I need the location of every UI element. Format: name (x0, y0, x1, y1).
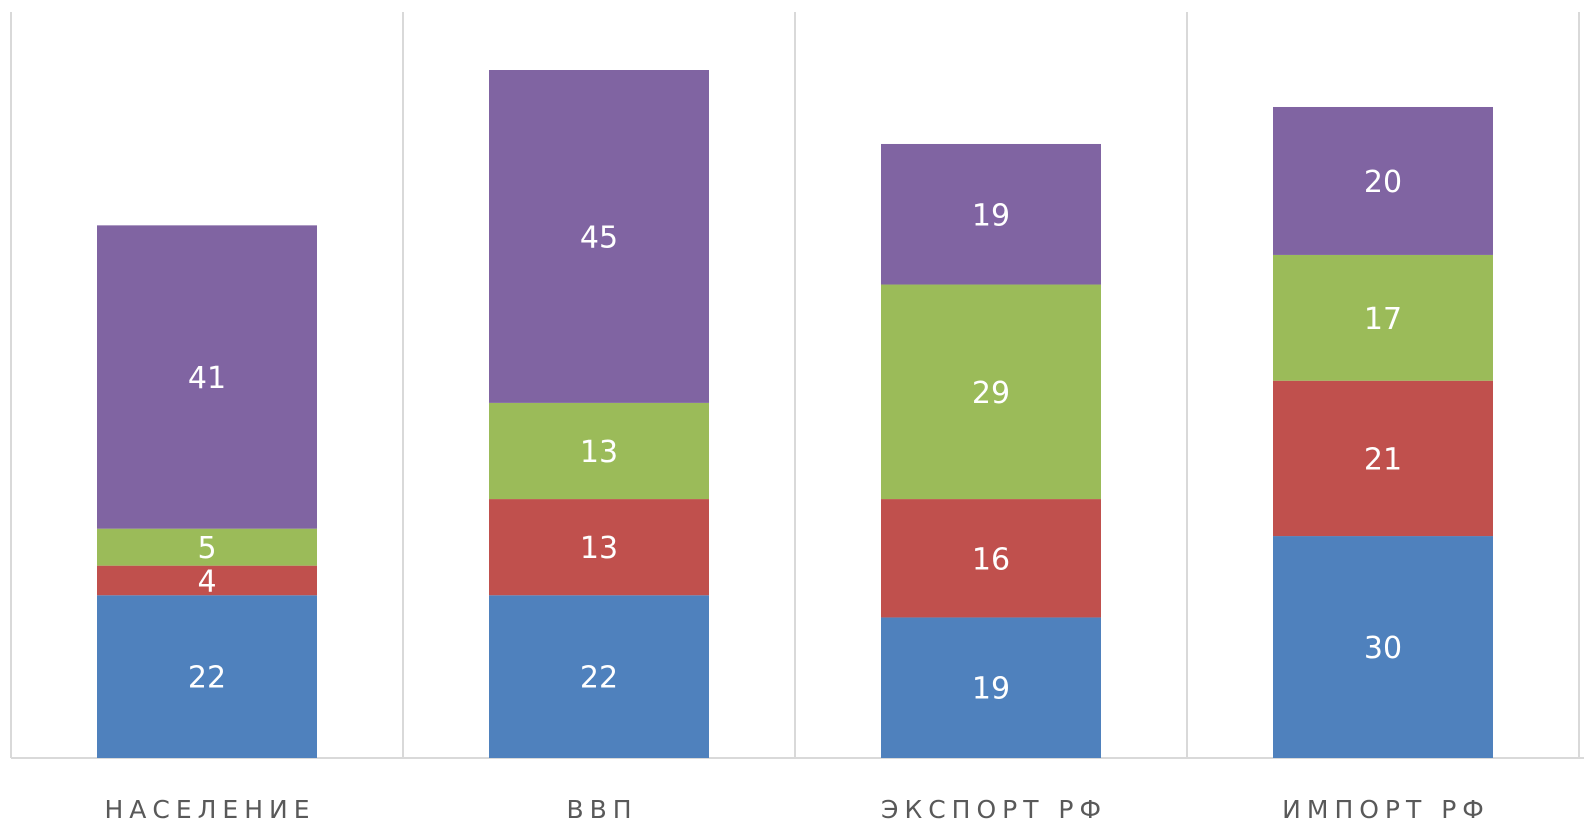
bar-segment (489, 402, 709, 500)
data-label: 30 (1364, 631, 1402, 666)
data-label: 22 (188, 661, 226, 696)
bar-segment (489, 499, 709, 596)
data-label: 41 (188, 361, 226, 396)
bar-segment (97, 225, 317, 529)
bar-segment (489, 595, 709, 758)
bar-segment (1273, 254, 1493, 381)
x-tick-label: ЭКСПОРТ РФ (881, 795, 1107, 824)
bar-segment (881, 617, 1101, 758)
bar-segment (97, 595, 317, 758)
data-label: 16 (972, 542, 1010, 577)
bar-segment (97, 565, 317, 596)
x-tick-label: НАСЕЛЕНИЕ (104, 795, 315, 824)
data-label: 21 (1364, 442, 1402, 477)
bar-segment (1273, 380, 1493, 537)
bar-segment (881, 143, 1101, 285)
data-label: 13 (580, 531, 618, 566)
bar-segment (1273, 536, 1493, 758)
data-label: 13 (580, 435, 618, 470)
data-label: 5 (197, 531, 216, 566)
data-label: 17 (1364, 302, 1402, 337)
bar-segment (1273, 106, 1493, 255)
bar-segment (97, 528, 317, 566)
data-label: 20 (1364, 165, 1402, 200)
data-label: 19 (972, 198, 1010, 233)
x-tick-label: ИМПОРТ РФ (1282, 795, 1490, 824)
data-label: 19 (972, 672, 1010, 707)
bar-segment (881, 499, 1101, 618)
data-label: 22 (580, 661, 618, 696)
data-label: 4 (197, 564, 216, 599)
x-tick-label: ВВП (566, 795, 637, 824)
bar-segment (489, 70, 709, 403)
data-label: 29 (972, 376, 1010, 411)
data-label: 45 (580, 220, 618, 255)
bar-segment (881, 284, 1101, 500)
